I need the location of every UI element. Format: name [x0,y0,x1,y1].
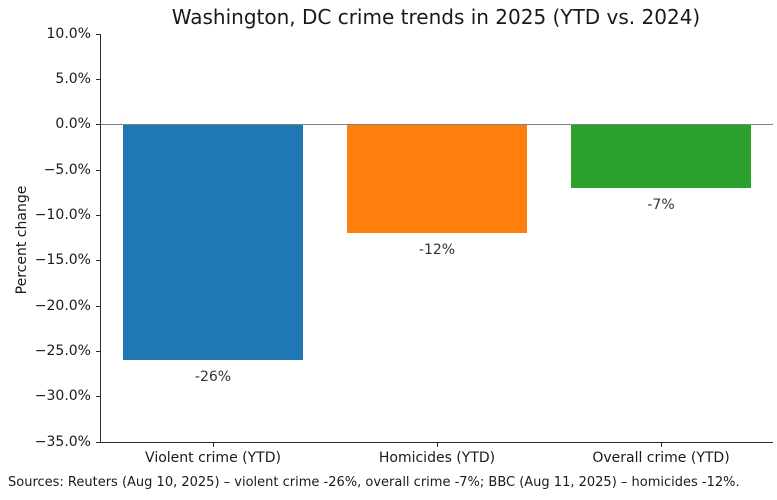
y-tick-mark [96,396,100,398]
y-tick-mark [96,169,100,171]
y-tick-mark [96,33,100,35]
zero-baseline [101,124,773,126]
source-note: Sources: Reuters (Aug 10, 2025) – violen… [8,475,740,490]
y-axis-label: Percent change [14,185,30,295]
chart-title: Washington, DC crime trends in 2025 (YTD… [171,5,701,29]
bar-overall-crime-ytd [571,124,751,189]
y-tick-mark [96,124,100,126]
y-tick-mark [96,441,100,443]
y-tick-label: −10.0% [34,206,91,223]
bar-value-label: -12% [418,242,456,259]
bar-violent-crime-ytd [123,124,303,361]
x-tick-label-homicides-ytd: Homicides (YTD) [378,450,496,466]
x-tick-mark [660,443,662,447]
x-tick-mark [212,443,214,447]
bar-homicides-ytd [347,124,527,234]
x-tick-label-violent-crime-ytd: Violent crime (YTD) [145,450,281,466]
y-tick-label: −30.0% [34,388,91,405]
bar-value-label: -7% [647,197,675,214]
y-tick-label: −25.0% [34,342,91,359]
y-tick-label: 5.0% [55,70,91,87]
y-tick-mark [96,305,100,307]
y-tick-mark [96,78,100,80]
y-tick-label: 10.0% [46,25,91,42]
x-tick-mark [436,443,438,447]
y-tick-mark [96,214,100,216]
x-tick-label-overall-crime-ytd: Overall crime (YTD) [592,450,730,466]
y-tick-label: −5.0% [43,161,91,178]
y-tick-label: −20.0% [34,297,91,314]
y-tick-mark [96,350,100,352]
y-tick-label: 0.0% [55,116,91,133]
y-tick-label: −35.0% [34,433,91,450]
y-tick-label: −15.0% [34,252,91,269]
plot-area: 10.0% 5.0% 0.0% −5.0% −10.0% −15.0% −20.0% −25.… [35,26,773,466]
y-tick-mark [96,260,100,262]
bar-value-label: -26% [194,369,232,386]
